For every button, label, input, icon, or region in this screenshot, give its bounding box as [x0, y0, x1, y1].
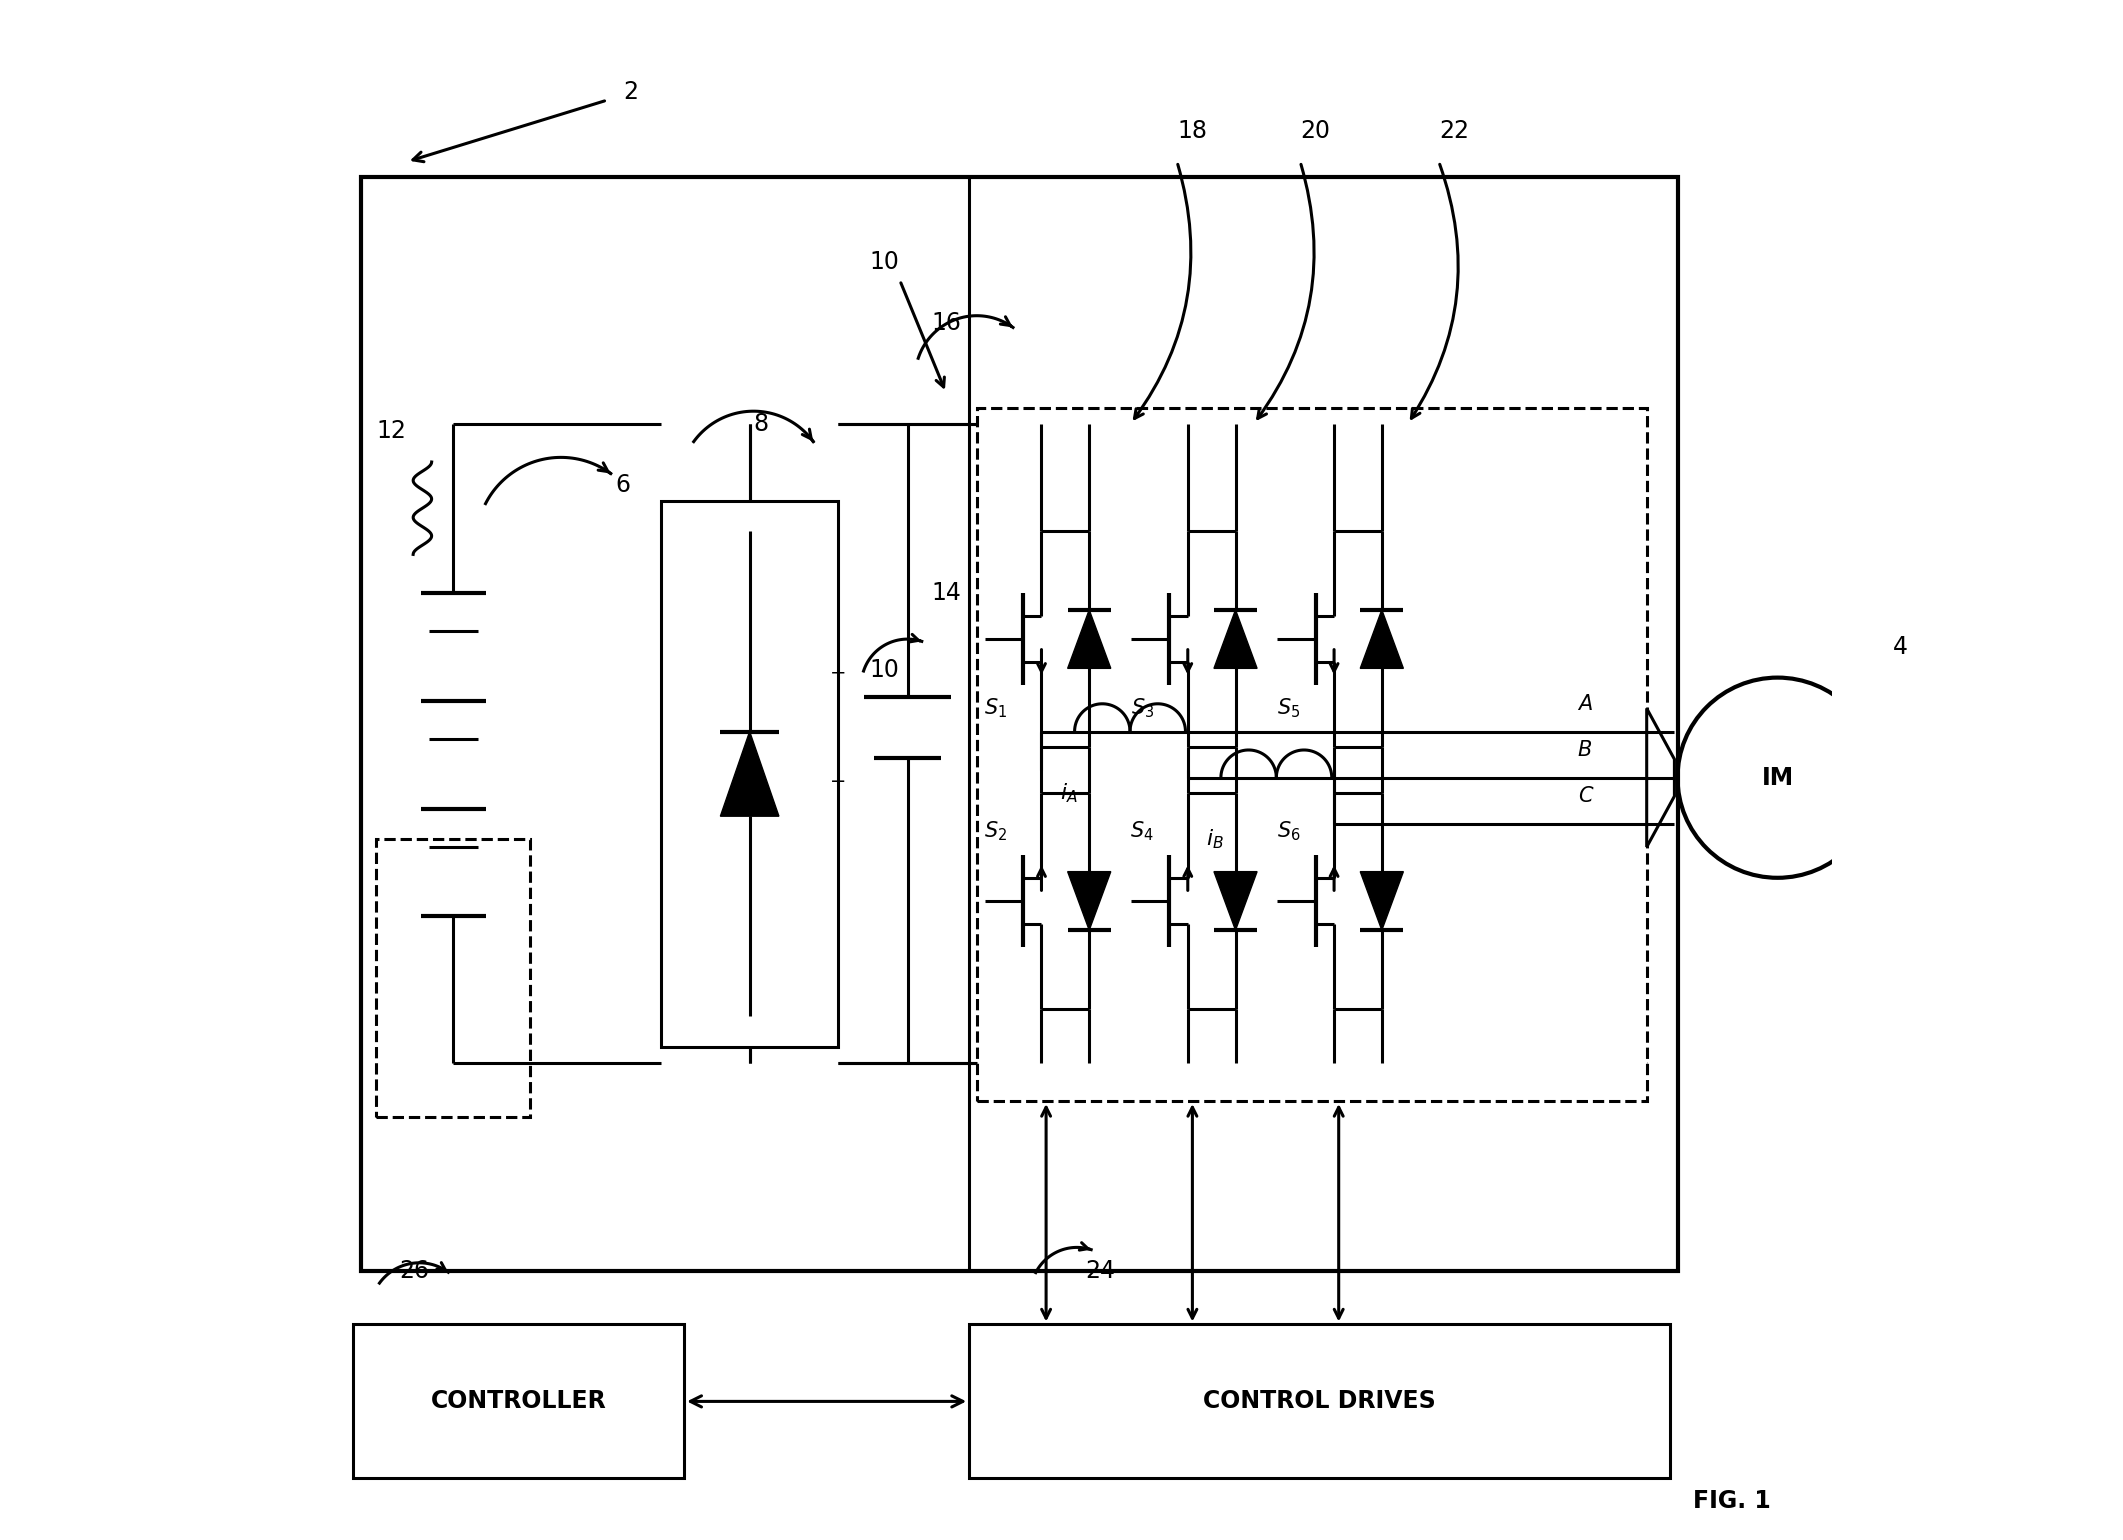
Text: 16: 16: [932, 311, 962, 336]
Polygon shape: [1068, 610, 1110, 668]
Text: $i_B$: $i_B$: [1206, 827, 1223, 852]
Polygon shape: [720, 732, 779, 816]
Text: $i_A$: $i_A$: [1059, 781, 1076, 805]
Text: 6: 6: [616, 473, 631, 497]
Polygon shape: [1647, 708, 1675, 847]
Text: IM: IM: [1762, 765, 1794, 790]
Text: $S_4$: $S_4$: [1129, 819, 1155, 844]
Text: CONTROLLER: CONTROLLER: [431, 1389, 607, 1414]
Text: 4: 4: [1894, 634, 1909, 659]
Text: 10: 10: [870, 249, 900, 274]
Text: A: A: [1577, 695, 1592, 713]
Bar: [352, 1324, 684, 1478]
Text: 8: 8: [754, 411, 769, 436]
Text: $S_6$: $S_6$: [1276, 819, 1299, 844]
Text: 18: 18: [1178, 119, 1208, 143]
Bar: [361, 177, 1677, 1270]
Polygon shape: [1214, 872, 1257, 930]
Polygon shape: [1068, 872, 1110, 930]
Text: $S_2$: $S_2$: [985, 819, 1008, 844]
Text: 10: 10: [870, 658, 900, 682]
Text: C: C: [1577, 787, 1592, 805]
Text: +: +: [830, 664, 847, 684]
Text: 2: 2: [622, 80, 637, 105]
Text: B: B: [1577, 741, 1592, 759]
Text: $S_1$: $S_1$: [985, 696, 1008, 721]
Polygon shape: [1214, 610, 1257, 668]
Text: 22: 22: [1439, 119, 1469, 143]
Text: 24: 24: [1085, 1258, 1115, 1283]
Polygon shape: [1361, 872, 1403, 930]
Text: $S_3$: $S_3$: [1132, 696, 1155, 721]
Text: 26: 26: [399, 1258, 429, 1283]
Bar: [968, 1324, 1671, 1478]
Text: 14: 14: [932, 581, 962, 605]
Polygon shape: [1361, 610, 1403, 668]
Text: 20: 20: [1301, 119, 1331, 143]
Text: 12: 12: [376, 419, 405, 444]
Bar: [660, 500, 839, 1047]
Text: CONTROL DRIVES: CONTROL DRIVES: [1204, 1389, 1435, 1414]
Bar: [977, 408, 1647, 1101]
Bar: [376, 839, 531, 1116]
Text: −: −: [830, 772, 847, 792]
Text: FIG. 1: FIG. 1: [1692, 1489, 1771, 1514]
Text: $S_5$: $S_5$: [1276, 696, 1299, 721]
